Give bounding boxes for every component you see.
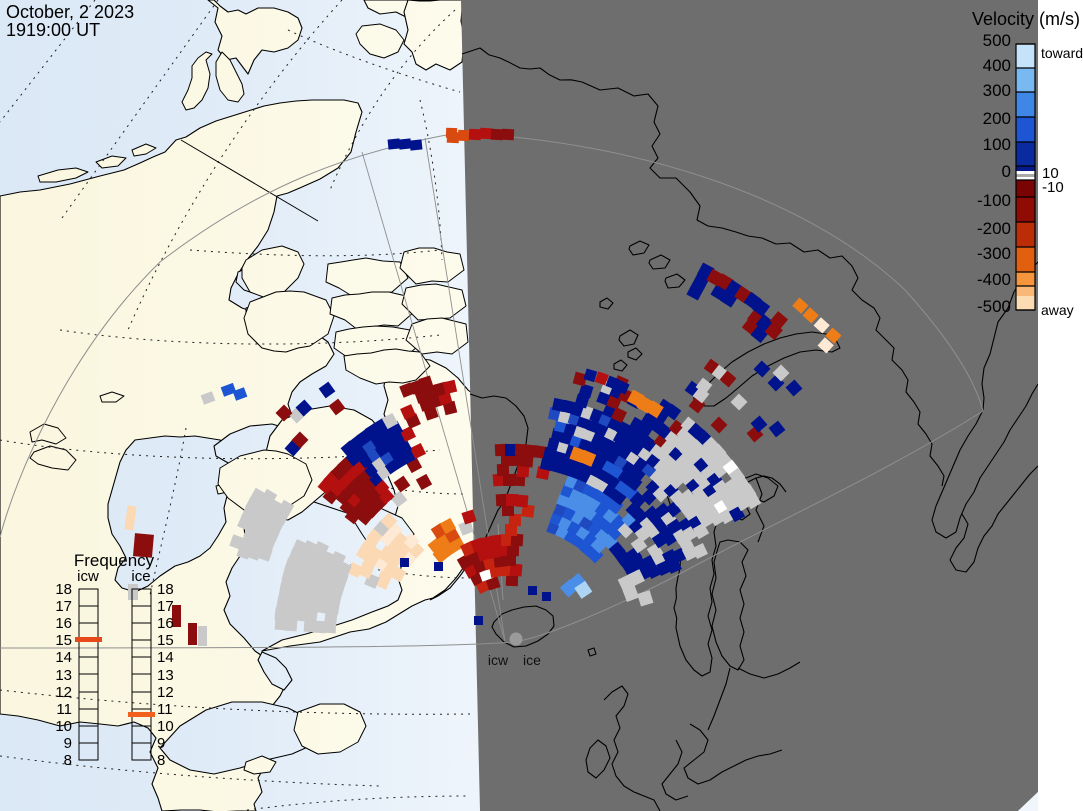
svg-text:15: 15 [55,632,72,649]
svg-text:17: 17 [157,598,174,615]
svg-text:8: 8 [157,752,165,769]
svg-text:11: 11 [157,701,173,718]
svg-text:0: 0 [1002,162,1011,181]
svg-text:Velocity (m/s): Velocity (m/s) [972,9,1080,29]
svg-text:14: 14 [55,649,72,666]
svg-text:1919:00 UT: 1919:00 UT [6,20,100,40]
svg-text:11: 11 [56,701,72,718]
svg-text:18: 18 [55,581,72,598]
svg-text:away: away [1041,302,1074,318]
svg-text:10: 10 [157,718,174,735]
svg-text:-100: -100 [977,191,1011,210]
svg-text:12: 12 [157,684,174,701]
svg-text:15: 15 [157,632,174,649]
svg-text:10: 10 [1042,165,1059,182]
svg-text:9: 9 [157,735,165,752]
svg-text:16: 16 [157,615,174,632]
svg-text:8: 8 [64,752,72,769]
svg-text:400: 400 [983,56,1011,75]
svg-text:12: 12 [55,684,72,701]
svg-text:14: 14 [157,649,174,666]
svg-text:toward: toward [1041,45,1083,61]
svg-text:icw: icw [488,652,509,668]
svg-text:-10: -10 [1042,179,1064,196]
svg-text:ice: ice [131,568,150,585]
svg-text:-200: -200 [977,219,1011,238]
svg-text:October, 2 2023: October, 2 2023 [6,2,134,22]
svg-text:ice: ice [523,652,541,668]
svg-text:-400: -400 [977,270,1011,289]
svg-text:18: 18 [157,581,174,598]
svg-text:13: 13 [157,667,174,684]
svg-text:100: 100 [983,135,1011,154]
svg-text:17: 17 [55,598,72,615]
svg-text:Frequency: Frequency [74,551,155,570]
svg-text:-300: -300 [977,244,1011,263]
svg-text:200: 200 [983,109,1011,128]
svg-text:500: 500 [983,31,1011,50]
svg-text:icw: icw [77,568,99,585]
svg-text:16: 16 [55,615,72,632]
svg-text:13: 13 [55,667,72,684]
svg-text:10: 10 [55,718,72,735]
svg-text:9: 9 [64,735,72,752]
svg-text:-500: -500 [977,297,1011,316]
svg-text:300: 300 [983,81,1011,100]
